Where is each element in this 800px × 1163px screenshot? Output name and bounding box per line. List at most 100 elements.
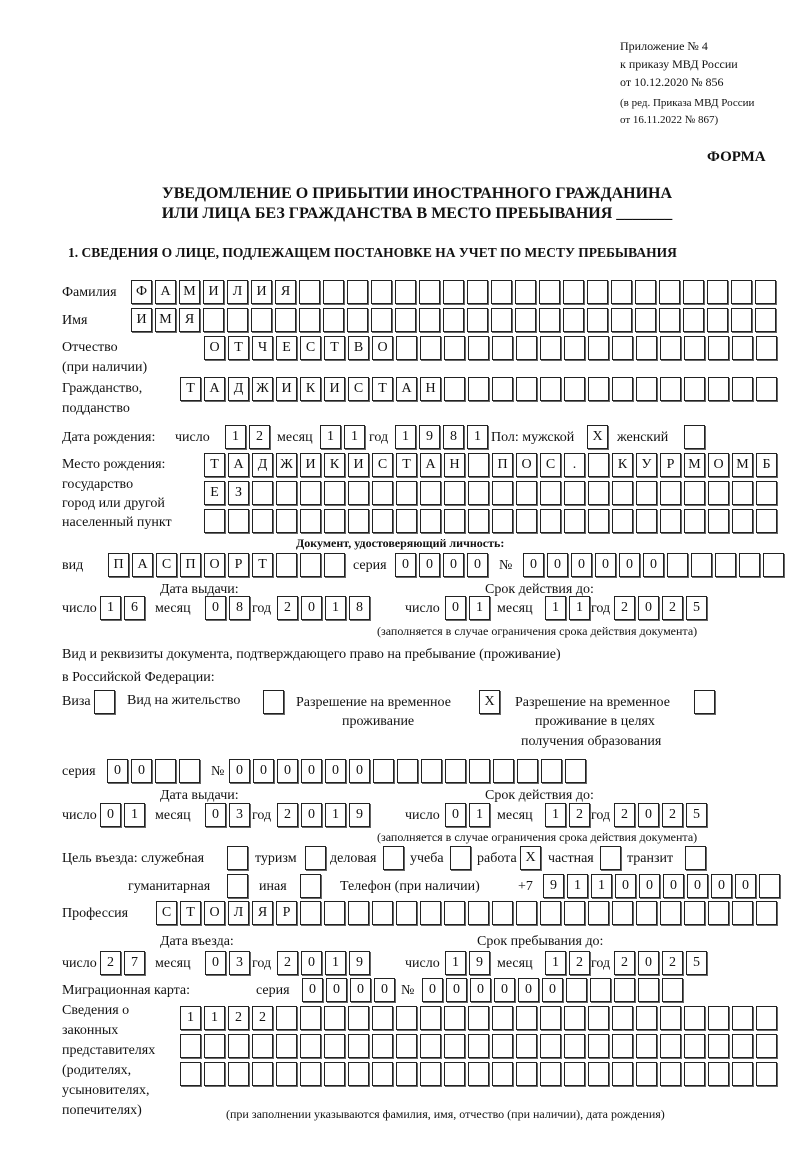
char-cell[interactable]: 9 — [349, 803, 370, 827]
char-cell[interactable]: А — [204, 377, 225, 401]
char-cell[interactable]: Р — [276, 901, 297, 925]
char-cell[interactable] — [444, 1062, 465, 1086]
char-cell[interactable] — [516, 336, 537, 360]
char-cell[interactable]: 0 — [349, 759, 370, 783]
char-cell[interactable] — [492, 1062, 513, 1086]
char-cell[interactable]: 0 — [518, 978, 539, 1002]
char-cell[interactable] — [324, 509, 345, 533]
char-cell[interactable]: 0 — [131, 759, 152, 783]
char-cell[interactable]: 2 — [249, 425, 270, 449]
char-cell[interactable]: 5 — [686, 596, 707, 620]
char-cell[interactable]: С — [300, 336, 321, 360]
char-cell[interactable]: Т — [372, 377, 393, 401]
char-cell[interactable] — [732, 1062, 753, 1086]
char-cell[interactable]: 5 — [686, 803, 707, 827]
char-cell[interactable]: Т — [324, 336, 345, 360]
char-cell[interactable] — [564, 1006, 585, 1030]
char-cell[interactable] — [396, 901, 417, 925]
char-cell[interactable]: Т — [180, 377, 201, 401]
char-cell[interactable] — [443, 308, 464, 332]
char-cell[interactable]: А — [420, 453, 441, 477]
char-cell[interactable] — [636, 377, 657, 401]
char-cell[interactable] — [739, 553, 760, 577]
char-cell[interactable] — [563, 308, 584, 332]
char-cell[interactable] — [468, 1006, 489, 1030]
char-cell[interactable] — [491, 280, 512, 304]
char-cell[interactable]: 2 — [614, 803, 635, 827]
char-cell[interactable]: Ж — [276, 453, 297, 477]
char-cell[interactable] — [323, 280, 344, 304]
char-cell[interactable] — [516, 509, 537, 533]
char-cell[interactable] — [756, 1034, 777, 1058]
char-cell[interactable] — [756, 481, 777, 505]
char-cell[interactable] — [756, 901, 777, 925]
char-cell[interactable] — [492, 377, 513, 401]
purpose-business-checkbox[interactable] — [383, 846, 404, 870]
char-cell[interactable]: 0 — [687, 874, 708, 898]
char-cell[interactable] — [468, 509, 489, 533]
visa-checkbox[interactable] — [94, 690, 115, 714]
char-cell[interactable]: 0 — [571, 553, 592, 577]
char-cell[interactable]: Ж — [252, 377, 273, 401]
char-cell[interactable]: 0 — [470, 978, 491, 1002]
char-cell[interactable]: 0 — [711, 874, 732, 898]
char-cell[interactable] — [587, 280, 608, 304]
char-cell[interactable]: С — [540, 453, 561, 477]
char-cell[interactable]: Б — [756, 453, 777, 477]
representatives-field[interactable] — [180, 1034, 777, 1058]
char-cell[interactable] — [612, 377, 633, 401]
char-cell[interactable] — [611, 280, 632, 304]
char-cell[interactable] — [685, 846, 706, 870]
char-cell[interactable] — [468, 1062, 489, 1086]
char-cell[interactable] — [515, 308, 536, 332]
char-cell[interactable] — [540, 481, 561, 505]
char-cell[interactable] — [588, 453, 609, 477]
char-cell[interactable]: 2 — [569, 803, 590, 827]
char-cell[interactable] — [397, 759, 418, 783]
char-cell[interactable] — [563, 280, 584, 304]
char-cell[interactable] — [636, 1062, 657, 1086]
char-cell[interactable]: 0 — [615, 874, 636, 898]
char-cell[interactable] — [691, 553, 712, 577]
representatives-field[interactable] — [180, 1062, 777, 1086]
char-cell[interactable]: 0 — [419, 553, 440, 577]
char-cell[interactable] — [539, 280, 560, 304]
char-cell[interactable]: 1 — [320, 425, 341, 449]
char-cell[interactable] — [420, 901, 441, 925]
female-checkbox[interactable] — [684, 425, 705, 449]
char-cell[interactable] — [444, 1034, 465, 1058]
char-cell[interactable] — [732, 1006, 753, 1030]
male-checkbox[interactable]: X — [587, 425, 608, 449]
char-cell[interactable] — [636, 336, 657, 360]
char-cell[interactable]: 0 — [301, 596, 322, 620]
char-cell[interactable]: 0 — [205, 951, 226, 975]
char-cell[interactable] — [588, 1062, 609, 1086]
char-cell[interactable] — [755, 280, 776, 304]
char-cell[interactable] — [276, 553, 297, 577]
char-cell[interactable]: А — [228, 453, 249, 477]
char-cell[interactable] — [708, 509, 729, 533]
char-cell[interactable]: 0 — [467, 553, 488, 577]
char-cell[interactable]: 0 — [229, 759, 250, 783]
char-cell[interactable] — [299, 280, 320, 304]
char-cell[interactable]: Л — [227, 280, 248, 304]
char-cell[interactable]: . — [564, 453, 585, 477]
char-cell[interactable] — [684, 1062, 705, 1086]
char-cell[interactable]: Д — [252, 453, 273, 477]
char-cell[interactable] — [468, 481, 489, 505]
char-cell[interactable]: 1 — [225, 425, 246, 449]
char-cell[interactable] — [517, 759, 538, 783]
char-cell[interactable]: 8 — [349, 596, 370, 620]
